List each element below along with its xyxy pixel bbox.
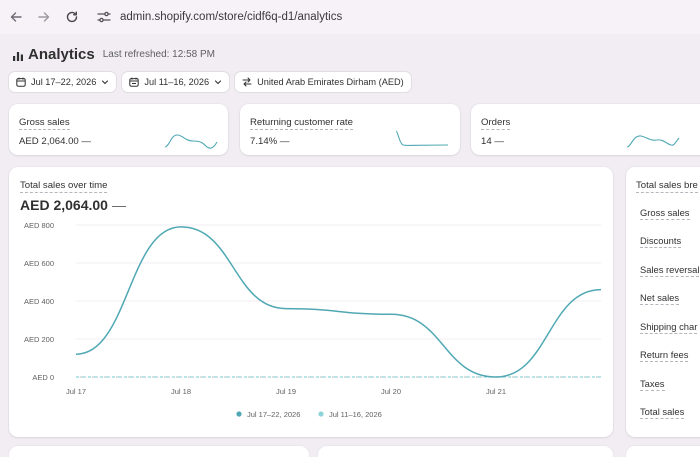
chart-total: AED 2,064.00— [20,197,126,213]
x-tick-label: Jul 19 [276,387,296,396]
y-tick-label: AED 0 [32,373,54,382]
calendar-icon [16,77,26,87]
y-tick-label: AED 400 [24,297,54,306]
kpi-value: 14 — [481,136,504,147]
chart-title: Total sales over time [20,180,108,193]
y-tick-label: AED 600 [24,259,54,268]
kpi-change: — [81,136,92,147]
kpi-value-text: 7.14% [250,136,278,147]
page-header: Analytics Last refreshed: 12:58 PM [12,46,215,63]
kpi-value: AED 2,064.00 — [19,136,91,147]
site-settings-icon[interactable] [96,9,112,25]
primary-series-line [75,226,602,378]
legend-label-comparison: Jul 11–16, 2026 [329,410,382,419]
filter-bar: Jul 17–22, 2026 Jul 11–16, 2026 United A… [9,72,411,92]
kpi-label: Gross sales [19,117,70,130]
back-icon[interactable] [6,7,26,27]
breakdown-item-gross-sales[interactable]: Gross sales [640,207,690,220]
kpi-change: — [494,136,504,147]
url-text: admin.shopify.com/store/cidf6q-d1/analyt… [120,11,343,23]
kpi-label: Returning customer rate [250,117,353,130]
chevron-down-icon [101,78,109,86]
breakdown-item-shipping-charges[interactable]: Shipping char [640,321,698,334]
kpi-sparkline [164,134,218,149]
legend-label-primary: Jul 17–22, 2026 [247,410,300,419]
compare-range-picker[interactable]: Jul 11–16, 2026 [122,72,230,92]
legend-swatch-comparison [318,411,324,417]
next-card-left [9,446,309,457]
last-refreshed: Last refreshed: 12:58 PM [102,49,215,60]
sales-breakdown-card: Total sales bre Gross sales Discounts Sa… [626,167,700,437]
forward-icon[interactable] [34,7,54,27]
total-sales-over-time-card: Total sales over time AED 2,064.00— AED … [9,167,613,437]
x-tick-label: Jul 21 [486,387,506,396]
calendar-compare-icon [129,77,140,87]
browser-toolbar: admin.shopify.com/store/cidf6q-d1/analyt… [0,0,700,34]
kpi-sparkline [395,130,449,146]
kpi-card-returning-customer-rate[interactable]: Returning customer rate 7.14% — [240,104,460,155]
kpi-value-text: 14 [481,136,492,147]
currency-selector[interactable]: United Arab Emirates Dirham (AED) [235,72,411,92]
currency-label: United Arab Emirates Dirham (AED) [257,77,404,87]
kpi-card-orders[interactable]: Orders 14 — [471,104,700,155]
kpi-change: — [279,136,290,147]
kpi-card-gross-sales[interactable]: Gross sales AED 2,064.00 — [9,104,228,155]
page-title: Analytics [28,46,95,63]
x-tick-label: Jul 20 [381,387,401,396]
legend-swatch-primary [236,411,242,417]
y-tick-label: AED 800 [24,221,54,230]
kpi-value-text: AED 2,064.00 [19,136,79,147]
kpi-sparkline [626,135,680,148]
next-card-right [626,446,700,457]
breakdown-item-return-fees[interactable]: Return fees [640,349,689,362]
breakdown-item-taxes[interactable]: Taxes [640,378,665,391]
breakdown-item-total-sales[interactable]: Total sales [640,406,685,419]
kpi-value: 7.14% — [250,136,289,147]
date-range-label: Jul 17–22, 2026 [31,77,97,87]
reload-icon[interactable] [62,7,82,27]
chart-total-value: AED 2,064.00 [20,197,108,213]
x-tick-label: Jul 17 [66,387,86,396]
address-bar[interactable]: admin.shopify.com/store/cidf6q-d1/analyt… [96,5,342,29]
chart-total-change: — [111,197,126,213]
date-range-picker[interactable]: Jul 17–22, 2026 [9,72,117,92]
sales-line-chart: AED 0 AED 200 AED 400 AED 600 AED 800 Jul 17 J… [24,221,602,419]
y-tick-label: AED 200 [24,335,54,344]
chevron-down-icon [214,78,222,86]
breakdown-item-sales-reversal[interactable]: Sales reversal [640,264,700,277]
next-card-middle [318,446,613,457]
x-tick-label: Jul 18 [171,387,191,396]
analytics-icon [12,49,24,61]
breakdown-item-net-sales[interactable]: Net sales [640,292,680,305]
compare-range-label: Jul 11–16, 2026 [144,77,210,87]
breakdown-item-discounts[interactable]: Discounts [640,235,682,248]
kpi-label: Orders [481,117,511,130]
breakdown-title: Total sales bre [636,180,698,193]
currency-exchange-icon [242,77,252,87]
